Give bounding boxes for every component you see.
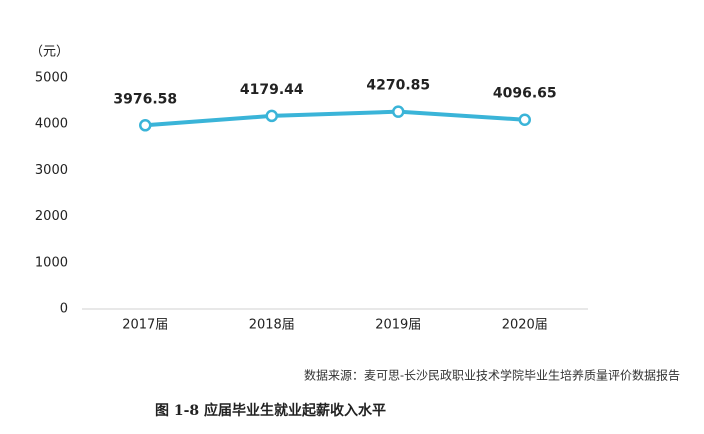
unit-label: （元） [30,45,69,60]
point-marker [139,119,152,132]
x-tick-label: 2020届 [502,318,548,333]
series-line [145,109,525,128]
x-tick-label: 2017届 [122,318,168,333]
y-tick-label: 5000 [35,71,68,86]
data-label: 4179.44 [240,82,304,98]
y-tick-label: 4000 [35,117,68,132]
y-tick-label: 1000 [35,255,68,270]
x-tick-label: 2018届 [249,318,295,333]
y-tick-label: 2000 [35,209,68,224]
figure-caption: 图 1-8 应届毕业生就业起薪收入水平 [155,402,386,419]
point-marker [518,113,531,126]
source-note: 数据来源：麦可思-长沙民政职业技术学院毕业生培养质量评价数据报告 [304,368,680,383]
point-marker [265,109,278,123]
x-tick-label: 2019届 [375,318,421,333]
data-label: 4270.85 [366,78,430,94]
y-tick-label: 3000 [35,163,68,178]
point-marker [392,105,405,118]
data-label: 3976.58 [113,91,177,107]
data-label: 4096.65 [493,86,557,102]
y-tick-label: 0 [60,302,68,317]
